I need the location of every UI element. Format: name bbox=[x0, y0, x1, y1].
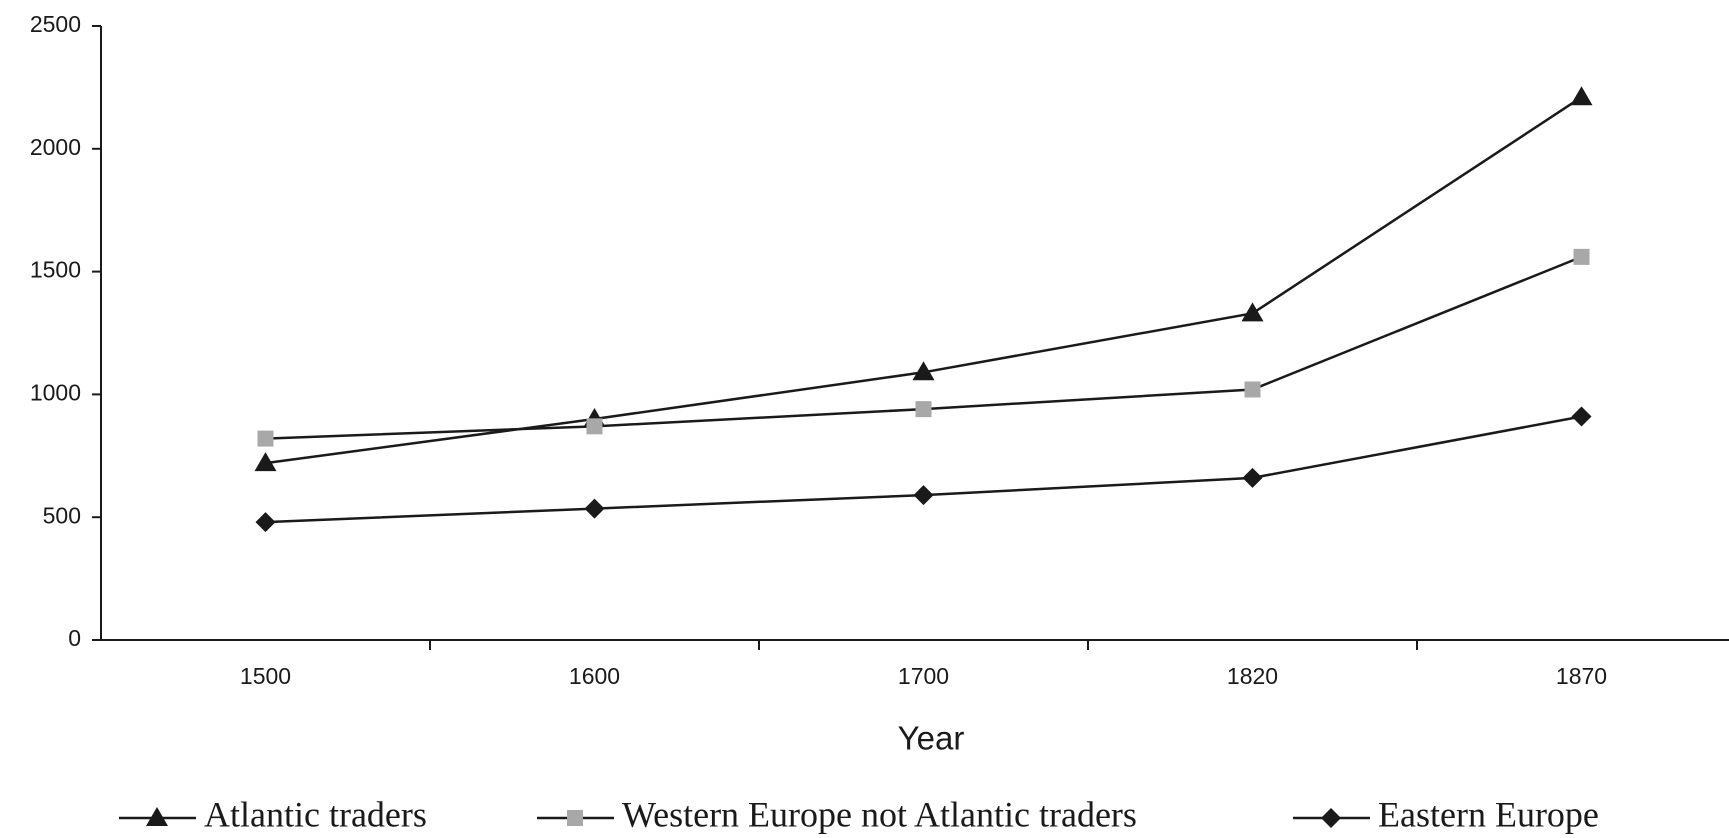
legend-marker bbox=[146, 807, 168, 826]
data-point bbox=[1573, 248, 1590, 265]
data-point bbox=[1242, 467, 1263, 488]
y-tick-label: 500 bbox=[43, 502, 81, 528]
x-tick-label: 1820 bbox=[1227, 663, 1278, 689]
x-tick-label: 1500 bbox=[240, 663, 291, 689]
legend-label: Eastern Europe bbox=[1378, 794, 1599, 834]
legend-marker bbox=[567, 810, 583, 826]
x-tick-label: 1600 bbox=[569, 663, 620, 689]
y-tick-label: 1500 bbox=[30, 257, 81, 283]
data-point bbox=[1244, 381, 1261, 398]
y-tick-label: 2500 bbox=[30, 11, 81, 37]
x-tick-label: 1870 bbox=[1556, 663, 1607, 689]
data-point bbox=[1571, 406, 1592, 427]
data-point bbox=[254, 452, 277, 472]
data-point bbox=[912, 361, 935, 381]
legend-label: Western Europe not Atlantic traders bbox=[622, 794, 1137, 834]
data-point bbox=[257, 430, 274, 447]
data-point bbox=[915, 401, 932, 418]
data-point bbox=[1241, 302, 1264, 322]
y-tick-label: 1000 bbox=[30, 379, 81, 405]
x-axis-label: Year bbox=[898, 720, 965, 757]
data-point bbox=[913, 485, 934, 506]
y-tick-label: 2000 bbox=[30, 134, 81, 160]
data-point bbox=[1570, 86, 1593, 106]
data-point bbox=[586, 418, 603, 435]
data-point bbox=[255, 512, 276, 533]
data-point bbox=[584, 498, 605, 519]
legend-label: Atlantic traders bbox=[204, 794, 427, 834]
legend-marker bbox=[1321, 808, 1341, 828]
x-tick-label: 1700 bbox=[898, 663, 949, 689]
y-tick-label: 0 bbox=[68, 625, 81, 651]
